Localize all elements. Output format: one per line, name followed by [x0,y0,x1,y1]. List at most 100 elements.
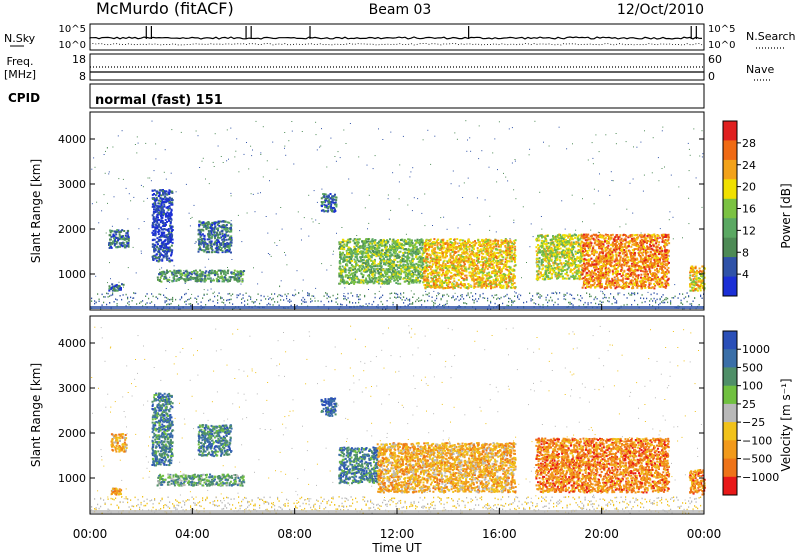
echo-pixel [445,284,448,287]
scatter-pixel [133,297,135,299]
echo-pixel [461,284,464,287]
echo-pixel [505,278,508,280]
scatter-pixel [371,303,373,306]
echo-pixel [510,260,513,263]
echo-pixel [234,278,237,281]
echo-pixel [412,258,415,261]
freq-right-label: Nave [746,63,774,76]
echo-pixel [347,249,350,252]
echo-pixel [415,281,418,284]
echo-pixel [417,271,420,274]
echo-pixel [160,209,163,212]
echo-pixel [113,234,116,237]
scatter-pixel [271,293,273,295]
echo-pixel [389,263,391,266]
echo-pixel [444,241,447,244]
scatter-pixel [397,293,399,296]
echo-pixel [400,247,403,250]
scatter-pixel [119,295,121,297]
speckle-pixel [368,222,370,224]
scatter-pixel [472,295,474,297]
echo-pixel [217,269,220,272]
echo-pixel [394,248,397,251]
echo-pixel [459,261,462,264]
echo-pixel [166,278,169,281]
echo-pixel [366,256,369,258]
echo-pixel [354,253,357,256]
echo-pixel [419,270,422,273]
echo-pixel [465,260,468,263]
echo-pixel [451,260,454,263]
echo-pixel [230,224,233,227]
echo-pixel [405,240,408,243]
echo-pixel [441,246,444,249]
echo-pixel [213,229,216,232]
speckle-pixel [689,154,691,156]
speckle-pixel [234,156,236,158]
echo-pixel [483,246,486,249]
scatter-pixel [644,301,646,303]
echo-pixel [161,249,164,252]
speckle-pixel [632,212,634,214]
echo-pixel [116,289,118,292]
scatter-pixel [248,295,250,297]
echo-pixel [446,265,448,268]
scatter-pixel [433,304,435,306]
speckle-pixel [458,185,460,187]
echo-pixel [415,266,418,269]
speckle-pixel [103,154,105,155]
echo-pixel [467,261,470,264]
speckle-pixel [478,125,480,127]
echo-pixel [455,274,458,277]
echo-pixel [389,280,392,283]
speckle-pixel [521,277,522,279]
scatter-pixel [646,297,648,300]
speckle-pixel [135,292,137,294]
echo-pixel [502,241,504,244]
scatter-pixel [328,295,330,298]
echo-pixel [413,280,416,283]
echo-pixel [396,256,399,259]
echo-pixel [113,237,115,240]
speckle-pixel [208,258,210,260]
scatter-pixel [346,299,348,301]
scatter-pixel [238,294,240,297]
scatter-pixel [541,295,543,297]
echo-pixel [122,283,125,286]
scatter-pixel [268,298,270,300]
speckle-pixel [251,155,253,157]
echo-pixel [162,189,164,191]
echo-pixel [361,256,364,259]
echo-pixel [474,285,477,288]
echo-pixel [510,279,513,282]
echo-pixel [476,265,479,268]
scatter-pixel [488,304,490,307]
echo-pixel [410,243,413,246]
echo-pixel [123,238,126,241]
echo-pixel [153,221,156,224]
echo-pixel [240,272,242,275]
echo-pixel [340,257,343,260]
scatter-pixel [107,292,109,295]
echo-pixel [223,228,226,231]
echo-pixel [348,253,350,256]
echo-pixel [354,248,357,250]
scatter-pixel [154,304,156,306]
echo-pixel [198,279,200,282]
scatter-pixel [665,297,667,299]
date-title: 12/Oct/2010 [617,2,704,18]
echo-pixel [417,266,420,269]
speckle-pixel [261,271,263,273]
scatter-pixel [307,292,309,294]
scatter-pixel [289,301,291,303]
echo-pixel [431,244,434,247]
scatter-pixel [631,294,633,296]
echo-pixel [382,268,385,271]
echo-pixel [180,277,183,280]
scatter-pixel [250,298,252,300]
echo-pixel [369,240,372,243]
echo-pixel [214,247,217,250]
scatter-pixel [398,296,400,298]
scatter-pixel [670,301,672,304]
echo-pixel [355,263,358,266]
